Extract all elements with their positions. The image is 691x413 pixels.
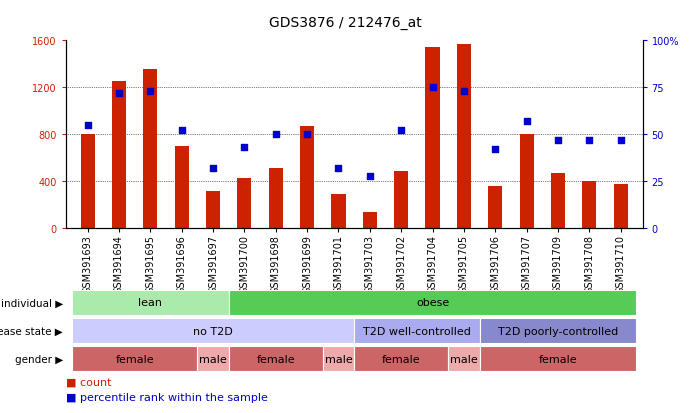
Text: T2D well-controlled: T2D well-controlled	[363, 326, 471, 336]
Bar	[229, 290, 636, 316]
Bar	[206, 191, 220, 229]
Point	[145, 88, 156, 95]
Point	[458, 88, 469, 95]
Text: no T2D: no T2D	[193, 326, 233, 336]
Point	[239, 145, 250, 151]
Bar	[354, 318, 480, 344]
Point	[176, 128, 187, 134]
Text: obese: obese	[416, 298, 449, 308]
Bar	[300, 127, 314, 229]
Text: individual ▶: individual ▶	[1, 298, 63, 308]
Text: ■ percentile rank within the sample: ■ percentile rank within the sample	[66, 392, 267, 402]
Text: GDS3876 / 212476_at: GDS3876 / 212476_at	[269, 16, 422, 30]
Text: female: female	[115, 354, 154, 364]
Bar	[81, 135, 95, 229]
Bar	[229, 346, 323, 372]
Point	[270, 131, 281, 138]
Point	[552, 137, 563, 144]
Text: female: female	[382, 354, 421, 364]
Bar	[520, 135, 533, 229]
Bar	[175, 147, 189, 229]
Bar	[72, 346, 198, 372]
Text: lean: lean	[138, 298, 162, 308]
Bar	[112, 82, 126, 229]
Bar	[198, 346, 229, 372]
Bar	[448, 346, 480, 372]
Point	[82, 122, 93, 129]
Bar	[72, 290, 229, 316]
Bar	[363, 212, 377, 229]
Point	[113, 90, 124, 97]
Text: disease state ▶: disease state ▶	[0, 326, 63, 336]
Point	[521, 119, 532, 125]
Bar	[72, 318, 354, 344]
Text: gender ▶: gender ▶	[15, 354, 63, 364]
Text: male: male	[450, 354, 477, 364]
Point	[584, 137, 595, 144]
Bar	[614, 184, 627, 229]
Point	[396, 128, 407, 134]
Text: male: male	[325, 354, 352, 364]
Bar	[426, 48, 439, 229]
Bar	[583, 182, 596, 229]
Bar	[323, 346, 354, 372]
Text: female: female	[256, 354, 295, 364]
Bar	[480, 318, 636, 344]
Text: male: male	[199, 354, 227, 364]
Bar	[457, 45, 471, 229]
Point	[427, 85, 438, 91]
Point	[615, 137, 626, 144]
Point	[207, 165, 218, 172]
Text: T2D poorly-controlled: T2D poorly-controlled	[498, 326, 618, 336]
Bar	[480, 346, 636, 372]
Point	[364, 173, 375, 180]
Bar	[551, 173, 565, 229]
Text: ■ count: ■ count	[66, 377, 111, 387]
Bar	[394, 171, 408, 229]
Point	[490, 147, 501, 153]
Bar	[269, 169, 283, 229]
Text: female: female	[539, 354, 577, 364]
Point	[333, 165, 344, 172]
Bar	[354, 346, 448, 372]
Bar	[489, 187, 502, 229]
Point	[301, 131, 312, 138]
Bar	[143, 70, 158, 229]
Bar	[332, 195, 346, 229]
Bar	[237, 178, 252, 229]
